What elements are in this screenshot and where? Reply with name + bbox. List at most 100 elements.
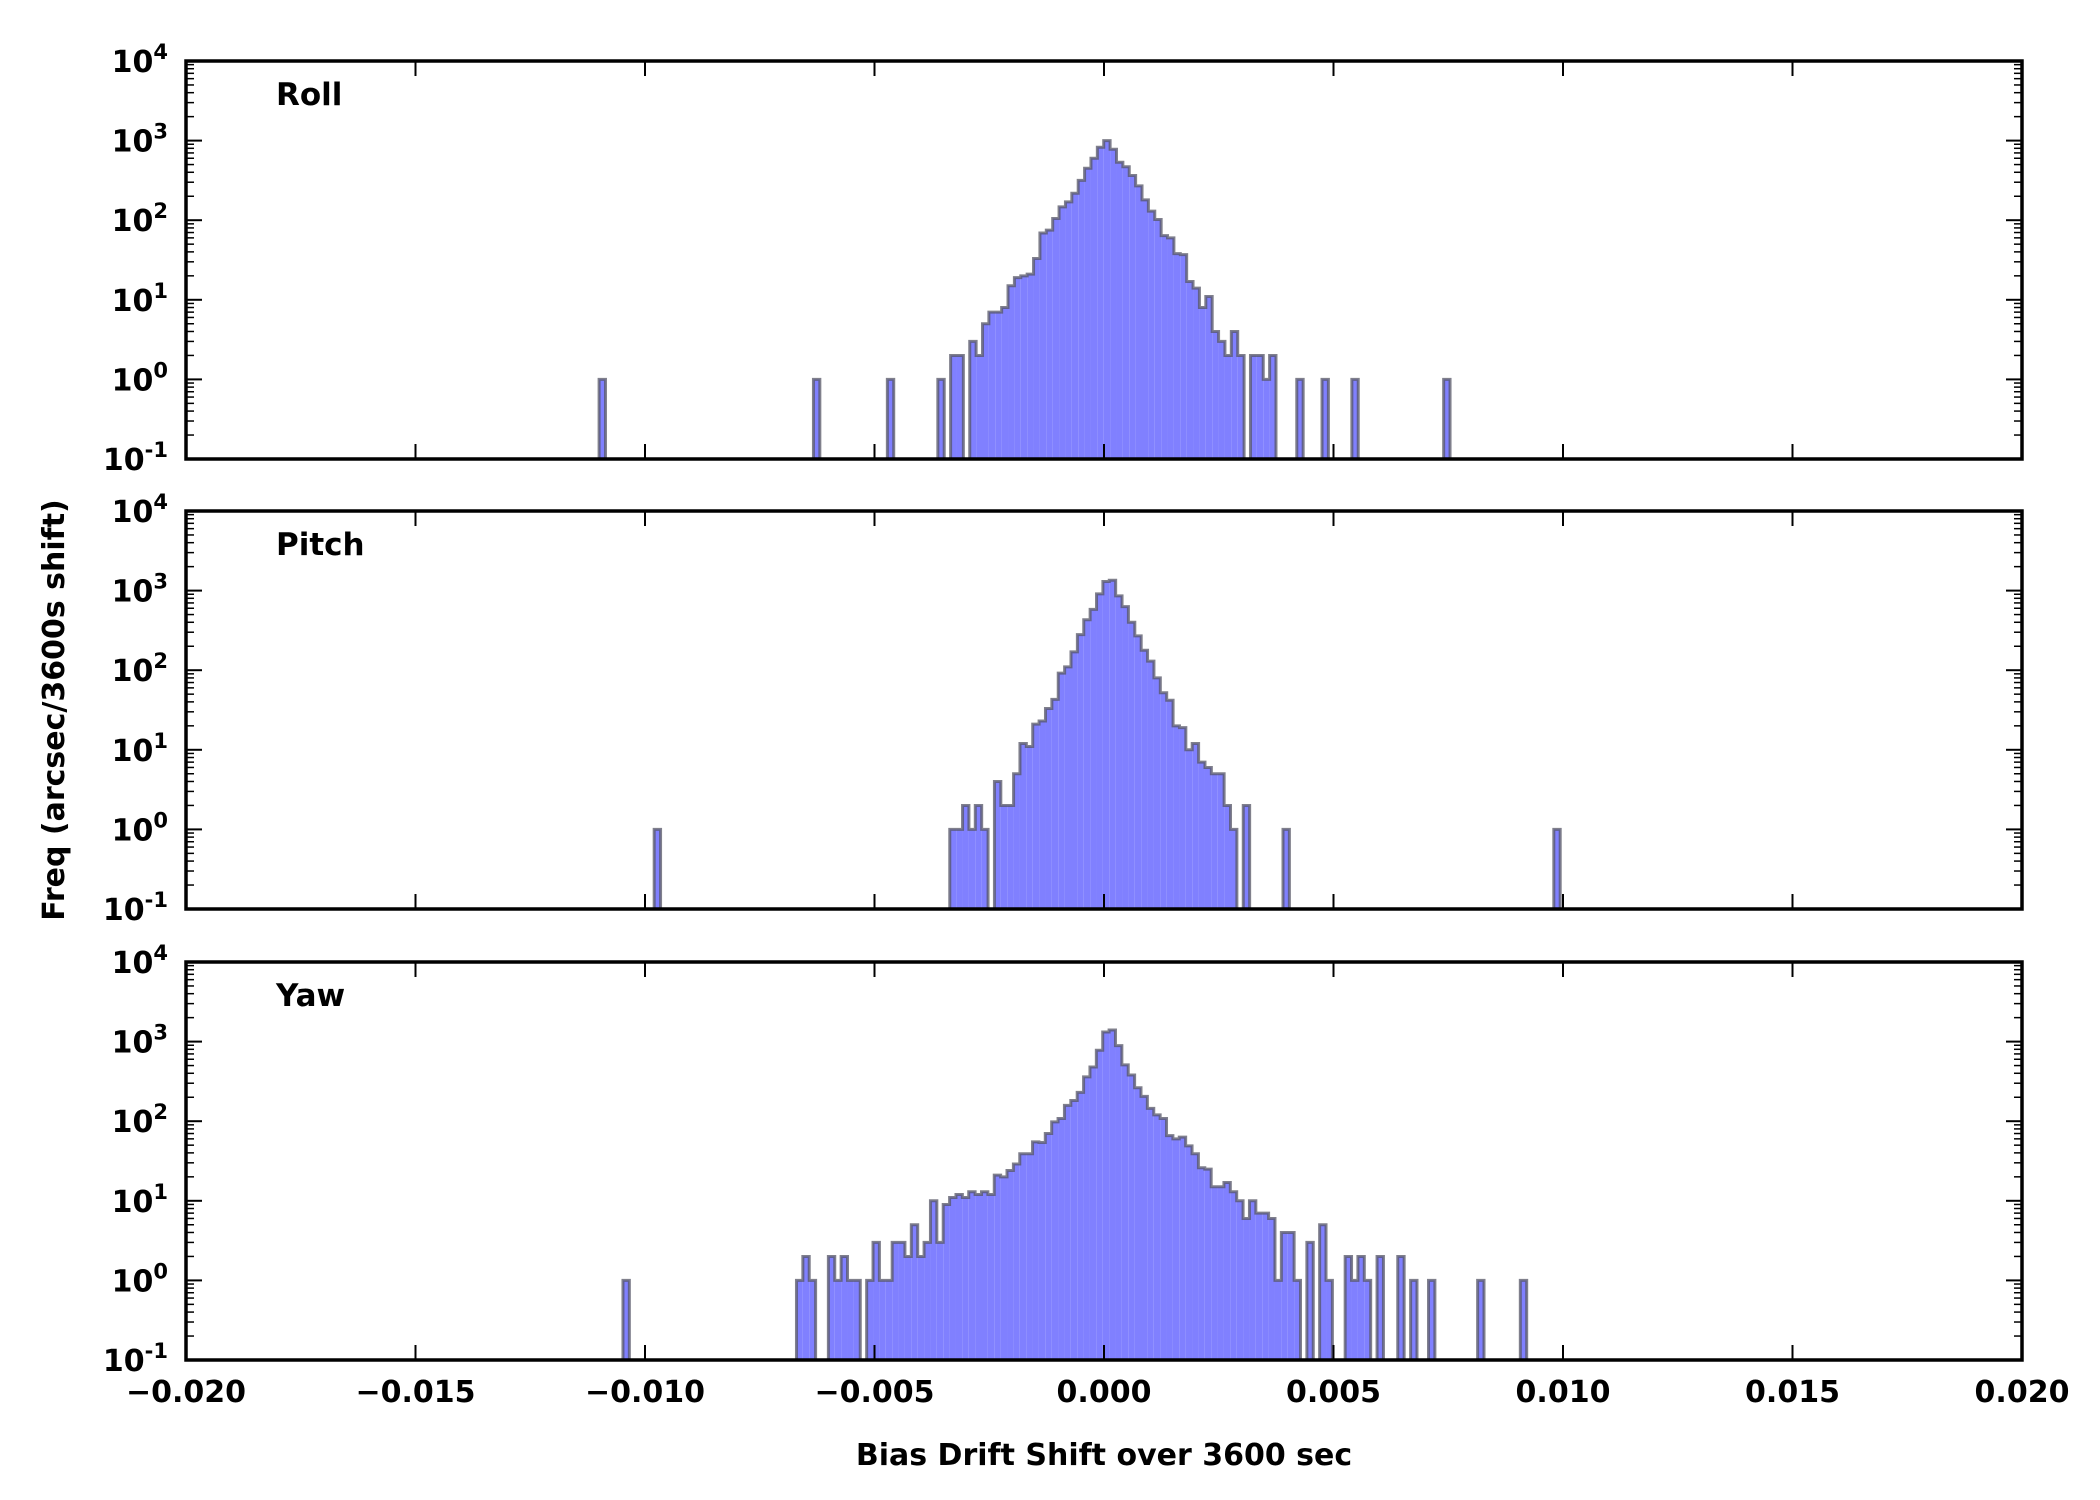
histogram-bar: [1007, 1170, 1014, 1360]
histogram-bar: [1148, 211, 1155, 459]
histogram-bar: [1135, 185, 1143, 459]
histogram-bar: [1173, 253, 1181, 459]
histogram-bar: [911, 1224, 918, 1360]
histogram-bar: [1319, 1224, 1327, 1360]
histogram-bar: [1204, 1169, 1212, 1360]
histogram-bar: [1046, 230, 1053, 459]
histogram-bar: [887, 379, 894, 459]
y-tick-exponent: 3: [153, 1021, 168, 1045]
y-tick-exponent: 1: [153, 729, 168, 753]
histogram-bar: [1026, 1153, 1033, 1360]
histogram-bar: [936, 1242, 944, 1360]
histogram-bar: [809, 1280, 816, 1360]
x-tick-label: 0.005: [1286, 1375, 1381, 1410]
histogram-bar: [1000, 805, 1008, 909]
y-tick-exponent: 4: [153, 40, 168, 64]
histogram-bar: [969, 341, 977, 459]
histogram-bar: [1205, 296, 1213, 459]
y-tick-base: 10: [112, 1026, 154, 1061]
y-tick-base: 10: [103, 893, 145, 928]
histogram-bar: [1109, 580, 1116, 909]
histogram-bar: [1185, 1145, 1193, 1360]
histogram-bar: [1477, 1280, 1485, 1360]
histogram-bar: [1020, 275, 1028, 459]
y-tick-label: 10-1: [103, 438, 168, 478]
y-tick-base: 10: [112, 654, 154, 689]
histogram-bar: [1351, 1280, 1358, 1360]
histogram-bar: [828, 1256, 835, 1360]
histogram-bar: [1090, 609, 1097, 909]
histogram-bar: [1026, 746, 1033, 909]
histogram-bar: [1351, 379, 1359, 459]
y-tick-base: 10: [112, 45, 154, 80]
x-tick-label: −0.015: [355, 1375, 475, 1410]
x-tick-label: −0.005: [814, 1375, 934, 1410]
histogram-bar: [1058, 673, 1065, 909]
histogram-bar: [1364, 1280, 1371, 1360]
histogram-bar: [841, 1256, 848, 1360]
x-tick-label: −0.010: [585, 1375, 705, 1410]
histogram-bar: [1134, 635, 1142, 909]
y-tick-label: 100: [112, 1259, 168, 1299]
histogram-bar: [1231, 331, 1238, 459]
histogram-bar: [904, 1256, 912, 1360]
y-tick-exponent: 3: [153, 570, 168, 594]
histogram-bar: [937, 379, 945, 459]
histogram-bar: [1128, 622, 1135, 909]
histogram-bar: [1039, 233, 1047, 459]
histogram-bar: [930, 1200, 937, 1360]
histogram-bar: [982, 323, 989, 459]
histogram-bar: [1058, 1118, 1065, 1360]
histogram-bar: [1192, 1153, 1199, 1360]
histogram-bar: [1211, 1186, 1218, 1360]
histogram-bar: [1001, 307, 1009, 459]
histogram-bar: [1167, 237, 1174, 459]
histogram-bar: [981, 1191, 988, 1360]
histogram-bar: [834, 1280, 842, 1360]
histogram-bar: [976, 355, 983, 459]
histogram-bar: [654, 829, 661, 909]
histogram-bar: [1274, 1280, 1282, 1360]
histogram-bar: [1090, 158, 1098, 459]
histogram-bar: [1110, 149, 1117, 459]
panel-title: Pitch: [276, 527, 365, 563]
histogram-bar: [1326, 1280, 1333, 1360]
histogram-bar: [879, 1280, 886, 1360]
histogram-bar: [802, 1256, 810, 1360]
histogram-outline: [621, 1028, 1529, 1360]
histogram-bar: [1033, 258, 1040, 459]
histogram-bar: [1243, 1218, 1250, 1360]
histogram-bar: [1322, 379, 1329, 459]
histogram-bar: [1160, 1118, 1167, 1360]
y-tick-base: 10: [112, 284, 154, 319]
histogram-bar: [1122, 606, 1129, 909]
histogram-bar: [1097, 147, 1104, 460]
histogram-bar: [1204, 767, 1212, 909]
histogram-bar: [975, 1194, 982, 1360]
histogram-bar: [1128, 1075, 1135, 1360]
y-tick-label: 103: [112, 1021, 168, 1061]
y-axis-label: Freq (arcsec/3600s shift): [37, 499, 72, 921]
y-tick-label: 101: [112, 729, 168, 769]
x-tick-label: 0.000: [1057, 1375, 1152, 1410]
y-tick-exponent: 2: [153, 1100, 168, 1124]
histogram-bar: [1172, 1138, 1180, 1360]
histogram-bar: [1224, 355, 1232, 459]
histogram-bar: [955, 1194, 963, 1360]
histogram-bar: [968, 829, 976, 909]
y-tick-exponent: 1: [153, 1180, 168, 1204]
panel-title: Roll: [276, 77, 342, 113]
histogram-bar: [1077, 1092, 1084, 1360]
y-tick-label: 104: [112, 40, 168, 80]
histogram-bar: [1180, 254, 1187, 459]
y-tick-base: 10: [112, 204, 154, 239]
histogram-bar: [1250, 355, 1257, 459]
histogram-bar: [1019, 1153, 1027, 1360]
histogram-outline: [652, 578, 1562, 909]
histogram-bar: [1013, 773, 1020, 909]
histogram-bar: [1147, 661, 1154, 909]
y-tick-base: 10: [112, 1264, 154, 1299]
histogram-bar: [1059, 206, 1066, 459]
y-tick-base: 10: [112, 813, 154, 848]
